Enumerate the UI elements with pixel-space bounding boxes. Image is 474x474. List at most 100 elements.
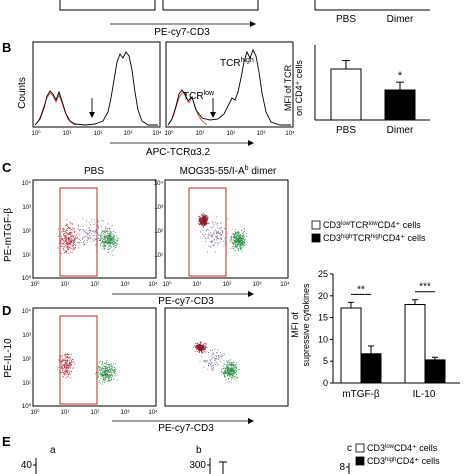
dot (72, 245, 73, 247)
dot (206, 222, 207, 224)
dot (234, 236, 235, 238)
dot (64, 353, 66, 355)
dot (64, 371, 65, 372)
dot (230, 370, 232, 372)
dot (212, 357, 214, 358)
dot (215, 362, 217, 364)
dot (242, 237, 244, 239)
dot (63, 365, 65, 367)
dot (97, 221, 99, 223)
dot (115, 232, 117, 233)
dot (71, 235, 73, 237)
dot (214, 229, 216, 231)
dot (64, 370, 66, 372)
dot (100, 374, 101, 376)
dot (208, 364, 209, 366)
dot (195, 347, 197, 349)
dot (69, 233, 71, 235)
dot (110, 376, 112, 378)
dot (216, 239, 217, 241)
dot (240, 248, 241, 249)
panel-b-arrowhead-pbs (89, 112, 95, 118)
dot (68, 373, 70, 375)
dot (106, 363, 108, 365)
dot (69, 241, 70, 243)
dot (61, 366, 63, 368)
dot (228, 370, 230, 371)
dot (210, 362, 212, 364)
dot (204, 217, 206, 219)
dot (109, 241, 110, 243)
dot (109, 367, 110, 368)
dot (104, 239, 106, 241)
dot (228, 368, 230, 370)
dot (98, 366, 100, 368)
dot (68, 240, 70, 242)
dot (91, 231, 93, 233)
dot (240, 244, 242, 246)
dot (203, 221, 205, 223)
dot (203, 216, 205, 217)
dot (208, 365, 209, 366)
dot (68, 353, 69, 355)
dot (67, 367, 69, 369)
dot (71, 231, 73, 233)
dot (87, 237, 89, 238)
dot (214, 239, 216, 240)
dot (238, 248, 240, 250)
dot (97, 227, 99, 229)
dot (234, 240, 235, 241)
dot (202, 352, 203, 354)
dot (239, 234, 241, 236)
dot (224, 371, 226, 373)
dot (202, 234, 203, 235)
dot (104, 366, 106, 367)
dot (70, 235, 72, 237)
dot (204, 348, 206, 350)
dot (109, 245, 111, 246)
dot (202, 219, 203, 221)
dot (110, 370, 112, 371)
dot (104, 244, 106, 246)
dot (193, 346, 195, 348)
dot (60, 361, 62, 363)
dot (108, 238, 110, 240)
dot (99, 368, 100, 370)
dot (112, 241, 114, 242)
dot (199, 351, 201, 352)
dot (67, 228, 68, 230)
dot (66, 363, 68, 365)
dot (112, 236, 114, 237)
dot (220, 238, 222, 240)
dot (111, 369, 113, 370)
dot (240, 248, 242, 249)
dot (109, 233, 111, 235)
dot (103, 236, 105, 237)
dot (197, 348, 199, 350)
dot (227, 370, 229, 372)
dot (226, 365, 228, 367)
dot (88, 230, 90, 232)
dot (62, 240, 64, 242)
dot (216, 361, 218, 363)
dot (200, 222, 202, 224)
dot (215, 358, 216, 360)
dot (83, 236, 85, 238)
dot (69, 222, 71, 224)
dot (107, 370, 108, 372)
dot (200, 344, 202, 346)
dot (108, 236, 109, 238)
dot (68, 239, 70, 241)
dot (104, 246, 106, 248)
panel-d-letter: D (2, 303, 11, 318)
dot (61, 368, 63, 370)
dot (65, 370, 67, 372)
dot (66, 242, 68, 243)
dot (100, 239, 102, 240)
dot (201, 213, 202, 215)
dot (93, 224, 95, 225)
dot (233, 374, 235, 376)
dot (79, 229, 81, 230)
dot (104, 362, 106, 364)
tick-label: 10¹ (196, 131, 205, 137)
